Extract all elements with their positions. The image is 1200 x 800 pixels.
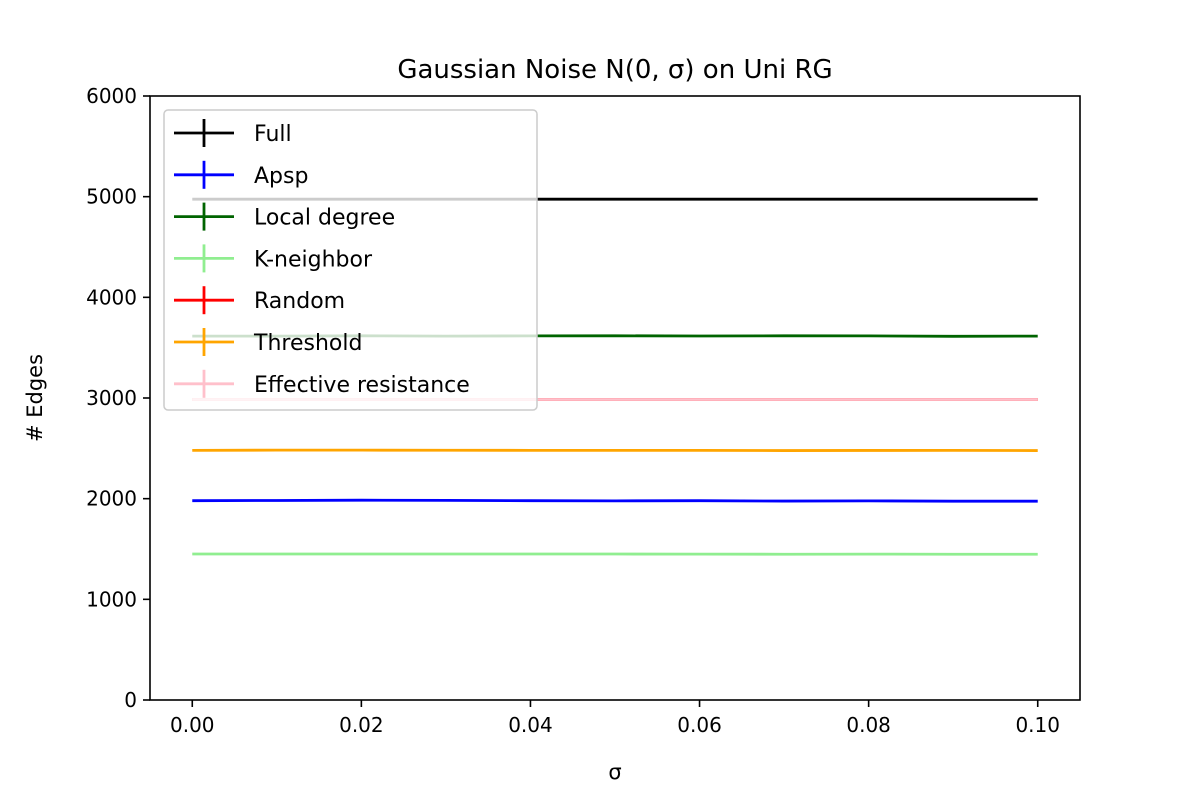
legend: Full Apsp Local degree K-neighbor Random Thre… — [163, 109, 538, 411]
legend-box — [163, 109, 538, 411]
x-tick-label: 0.08 — [846, 713, 891, 737]
legend-label: K-neighbor — [254, 247, 373, 272]
legend-label: Threshold — [253, 331, 362, 356]
x-tick-label: 0.04 — [508, 713, 553, 737]
y-tick-label: 5000 — [86, 185, 137, 209]
legend-item: Threshold — [174, 328, 362, 356]
legend-item: Random — [174, 286, 345, 315]
x-tick-label: 0.06 — [677, 713, 722, 737]
legend-item: Full — [174, 119, 292, 147]
y-tick-label: 0 — [124, 688, 137, 712]
legend-label: Random — [254, 289, 345, 314]
legend-item: K-neighbor — [174, 244, 373, 273]
legend-label: Effective resistance — [254, 373, 470, 398]
y-tick-label: 4000 — [86, 285, 137, 309]
legend-item: Apsp — [174, 160, 308, 189]
chart-title: Gaussian Noise N(0, σ) on Uni RG — [397, 55, 832, 85]
y-axis: 0 1000 2000 3000 4000 5000 6000 — [86, 84, 150, 712]
x-tick-label: 0.00 — [170, 713, 215, 737]
legend-label: Full — [254, 122, 292, 147]
y-tick-label: 1000 — [86, 587, 137, 611]
legend-item: Local degree — [174, 202, 395, 231]
series-line-1 — [192, 498, 1038, 503]
x-axis: 0.00 0.02 0.04 0.06 0.08 0.10 — [170, 700, 1060, 737]
y-tick-label: 6000 — [86, 84, 137, 108]
x-tick-label: 0.02 — [339, 713, 384, 737]
y-tick-label: 2000 — [86, 487, 137, 511]
y-axis-label: # Edges — [23, 354, 47, 442]
legend-item: Effective resistance — [174, 369, 470, 398]
y-tick-label: 3000 — [86, 386, 137, 410]
legend-label: Local degree — [254, 206, 395, 231]
x-axis-label: σ — [608, 760, 621, 784]
x-tick-label: 0.10 — [1015, 713, 1060, 737]
legend-label: Apsp — [254, 164, 308, 189]
